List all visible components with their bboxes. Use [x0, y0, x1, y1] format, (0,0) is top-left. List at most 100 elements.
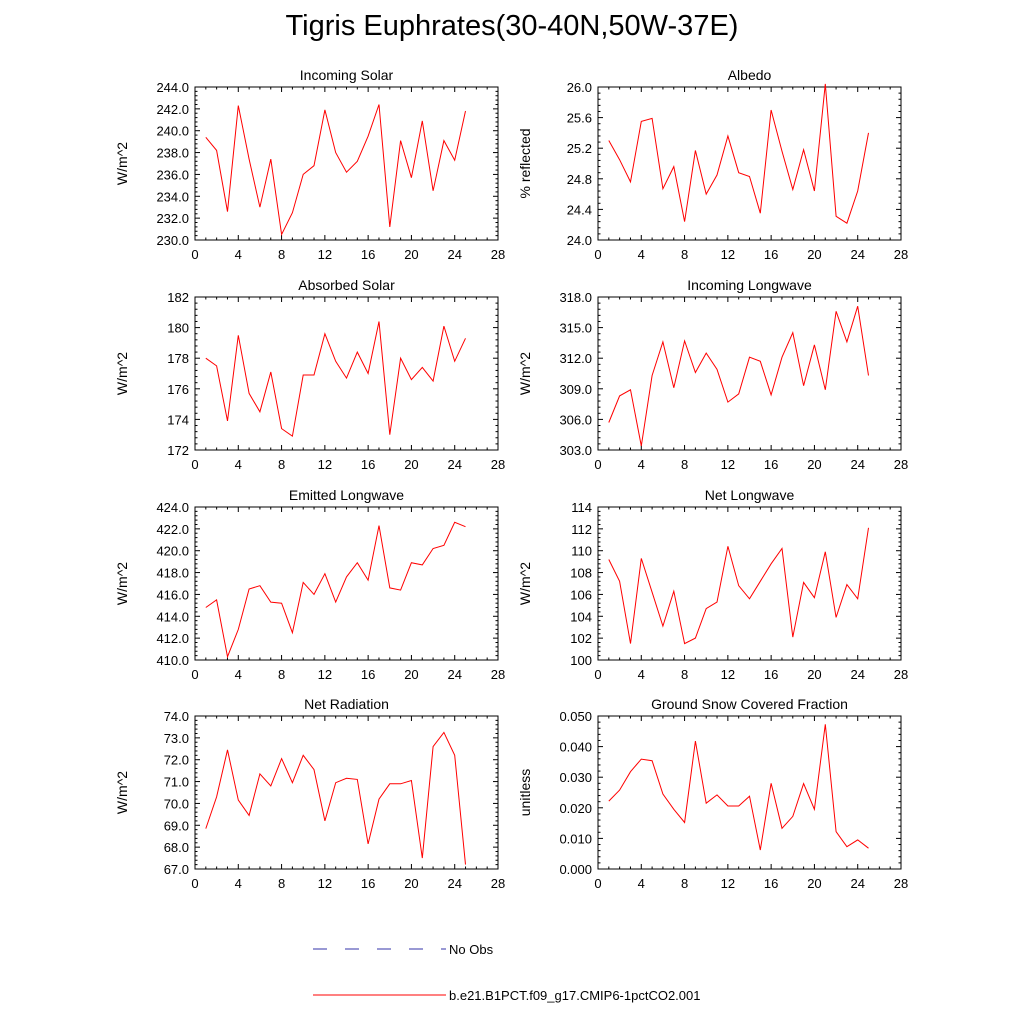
x-tick-label: 16	[361, 876, 375, 891]
y-tick-label: 108	[570, 566, 592, 581]
panel-1: Albedo 0 4 8 12 16 20 24 28 24.0 24.4 24.8 25.2 25.6 2…	[517, 67, 908, 262]
x-tick-label: 28	[894, 876, 908, 891]
x-tick-label: 20	[807, 457, 821, 472]
y-tick-label: 68.0	[164, 840, 189, 855]
y-tick-label: 180	[167, 321, 189, 336]
y-tick-label: 24.0	[567, 233, 592, 248]
x-tick-label: 4	[235, 457, 242, 472]
y-axis-label: W/m^2	[114, 771, 130, 814]
y-tick-label: 24.8	[567, 172, 592, 187]
y-tick-label: 26.0	[567, 80, 592, 95]
x-tick-label: 8	[278, 876, 285, 891]
y-tick-label: 104	[570, 609, 592, 624]
x-tick-label: 0	[191, 667, 198, 682]
legend-label-no-obs: No Obs	[449, 942, 494, 957]
x-tick-label: 8	[681, 667, 688, 682]
x-tick-label: 12	[721, 457, 735, 472]
y-tick-label: 318.0	[559, 290, 592, 305]
panel-0: Incoming Solar 0 4 8 12 16 20 24 28 230.0 232.0 234…	[114, 67, 505, 262]
y-tick-label: 236.0	[156, 167, 189, 182]
plot-frame	[194, 506, 499, 661]
x-tick-label: 24	[850, 876, 864, 891]
y-tick-label: 230.0	[156, 233, 189, 248]
x-tick-label: 4	[638, 667, 645, 682]
y-tick-label: 414.0	[156, 609, 189, 624]
plot-frame	[194, 715, 499, 870]
x-tick-label: 16	[361, 667, 375, 682]
y-tick-label: 424.0	[156, 500, 189, 515]
panel-6: Net Radiation 0 4 8 12 16 20 24 28 67.0 68.0 69.0 70…	[114, 696, 505, 891]
y-tick-label: 174	[167, 412, 189, 427]
y-axis-label: W/m^2	[114, 352, 130, 395]
y-tick-label: 420.0	[156, 544, 189, 559]
y-tick-label: 114	[571, 500, 592, 515]
x-tick-label: 20	[404, 247, 418, 262]
y-tick-label: 416.0	[156, 587, 189, 602]
plot-frame	[597, 86, 902, 241]
series-line	[608, 724, 869, 851]
y-tick-label: 0.050	[559, 709, 592, 724]
x-tick-label: 20	[807, 876, 821, 891]
x-tick-label: 4	[235, 667, 242, 682]
x-tick-label: 24	[447, 457, 461, 472]
y-tick-label: 238.0	[156, 146, 189, 161]
x-tick-label: 28	[491, 667, 505, 682]
panel-4: Emitted Longwave 0 4 8 12 16 20 24 28 410.0 412.0 4…	[114, 487, 505, 682]
x-tick-label: 4	[638, 876, 645, 891]
x-tick-label: 24	[850, 247, 864, 262]
y-tick-label: 0.030	[559, 770, 592, 785]
x-tick-label: 12	[721, 247, 735, 262]
y-axis-label: W/m^2	[114, 142, 130, 185]
x-tick-label: 4	[235, 247, 242, 262]
panel-7: Ground Snow Covered Fraction 0 4 8 12 16 20 24 2…	[517, 696, 908, 891]
plot-frame	[597, 506, 902, 661]
x-tick-label: 24	[447, 247, 461, 262]
legend-label-model: b.e21.B1PCT.f09_g17.CMIP6-1pctCO2.001	[449, 988, 700, 1003]
x-tick-label: 20	[807, 667, 821, 682]
y-tick-label: 25.6	[567, 111, 592, 126]
x-tick-label: 0	[594, 247, 601, 262]
panel-title: Incoming Solar	[300, 67, 394, 83]
x-tick-label: 24	[447, 667, 461, 682]
panel-title: Albedo	[728, 67, 772, 83]
y-tick-label: 24.4	[567, 202, 592, 217]
panel-title: Incoming Longwave	[687, 277, 812, 293]
panel-5: Net Longwave 0 4 8 12 16 20 24 28 100 102 104 106 108…	[517, 487, 908, 682]
y-axis-label: W/m^2	[517, 352, 533, 395]
series-line	[205, 521, 466, 659]
x-tick-label: 24	[850, 667, 864, 682]
series-line	[608, 83, 869, 224]
y-tick-label: 0.000	[559, 862, 592, 877]
x-tick-label: 0	[594, 667, 601, 682]
series-line	[205, 731, 466, 865]
x-tick-label: 8	[681, 876, 688, 891]
y-tick-label: 67.0	[164, 862, 189, 877]
panel-2: Absorbed Solar 0 4 8 12 16 20 24 28 172 174 176 178 1…	[114, 277, 505, 472]
x-tick-label: 16	[361, 457, 375, 472]
x-tick-label: 28	[491, 457, 505, 472]
y-tick-label: 72.0	[164, 753, 189, 768]
y-axis-label: unitless	[517, 769, 533, 816]
panel-title: Absorbed Solar	[298, 277, 395, 293]
x-tick-label: 20	[404, 876, 418, 891]
y-tick-label: 172	[167, 443, 189, 458]
x-tick-label: 12	[318, 457, 332, 472]
plot-frame	[597, 296, 902, 451]
x-tick-label: 16	[764, 457, 778, 472]
y-tick-label: 0.020	[559, 801, 592, 816]
y-tick-label: 112	[571, 522, 592, 537]
x-tick-label: 20	[807, 247, 821, 262]
y-tick-label: 412.0	[156, 631, 189, 646]
y-tick-label: 73.0	[164, 731, 189, 746]
x-tick-label: 8	[278, 667, 285, 682]
y-tick-label: 242.0	[156, 102, 189, 117]
x-tick-label: 12	[318, 667, 332, 682]
panel-title: Net Radiation	[304, 696, 389, 712]
series-line	[205, 321, 466, 438]
x-tick-label: 28	[894, 247, 908, 262]
y-tick-label: 100	[570, 653, 592, 668]
y-tick-label: 176	[167, 382, 189, 397]
x-tick-label: 8	[278, 247, 285, 262]
x-tick-label: 12	[318, 876, 332, 891]
